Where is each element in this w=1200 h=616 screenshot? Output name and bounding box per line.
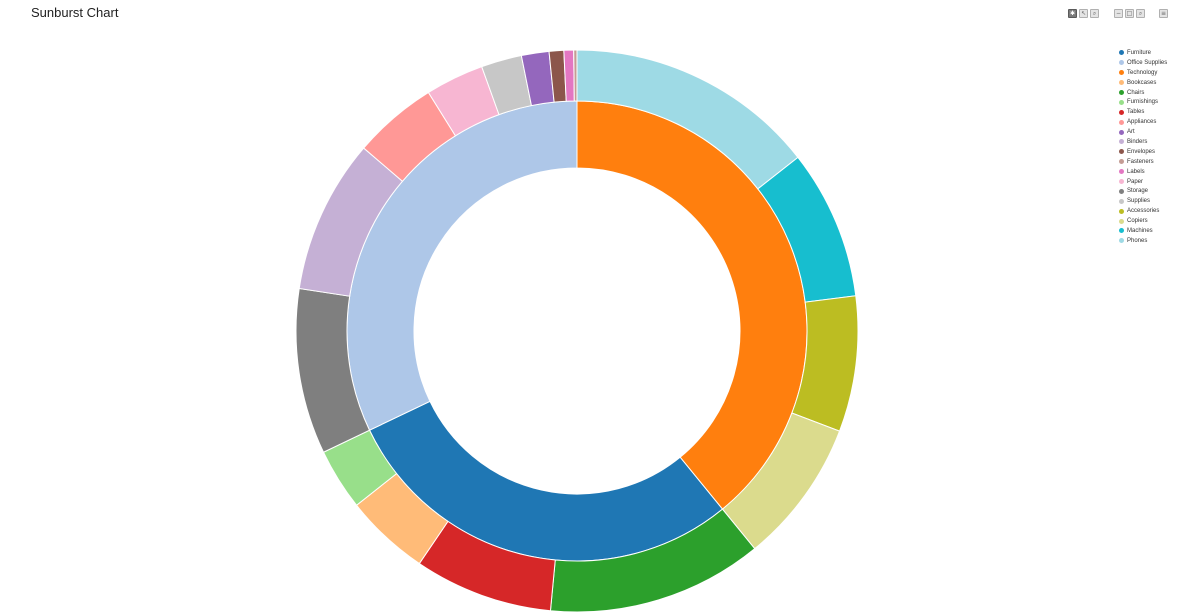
legend-swatch [1119, 129, 1124, 135]
legend-item[interactable]: Envelopes [1119, 147, 1167, 157]
legend-item[interactable]: Phones [1119, 236, 1167, 246]
legend-swatch [1119, 50, 1124, 56]
legend: Furniture Office Supplies Technology Bookca… [1119, 48, 1167, 246]
legend-swatch [1119, 218, 1124, 224]
outer-slice-fasteners[interactable] [573, 49, 578, 102]
legend-item[interactable]: Tables [1119, 107, 1167, 117]
legend-label: Technology [1127, 69, 1158, 76]
legend-item[interactable]: Office Supplies [1119, 58, 1167, 68]
legend-swatch [1119, 208, 1124, 214]
legend-label: Envelopes [1127, 148, 1156, 155]
legend-item[interactable]: Machines [1119, 226, 1167, 236]
legend-label: Tables [1127, 109, 1145, 116]
legend-item[interactable]: Copiers [1119, 216, 1167, 226]
legend-swatch [1119, 179, 1124, 185]
legend-swatch [1119, 149, 1124, 155]
legend-swatch [1119, 169, 1124, 175]
legend-item[interactable]: Supplies [1119, 196, 1167, 206]
legend-swatch [1119, 60, 1124, 66]
legend-item[interactable]: Binders [1119, 137, 1167, 147]
legend-label: Furniture [1127, 49, 1152, 56]
legend-item[interactable]: Paper [1119, 177, 1167, 187]
legend-item[interactable]: Labels [1119, 167, 1167, 177]
legend-label: Copiers [1127, 218, 1148, 225]
legend-item[interactable]: Furniture [1119, 48, 1167, 58]
legend-swatch [1119, 188, 1124, 194]
legend-label: Accessories [1127, 208, 1160, 215]
legend-label: Binders [1127, 138, 1148, 145]
outer-slice-labels[interactable] [563, 49, 575, 102]
star-icon[interactable]: ✱ [1068, 9, 1077, 18]
zoom-icon[interactable]: ⌕ [1090, 9, 1099, 18]
legend-item[interactable]: Furnishings [1119, 97, 1167, 107]
legend-swatch [1119, 80, 1124, 86]
legend-item[interactable]: Appliances [1119, 117, 1167, 127]
chart-title: Sunburst Chart [31, 5, 119, 20]
legend-swatch [1119, 139, 1124, 145]
zoom-out-icon[interactable]: − [1114, 9, 1123, 18]
legend-label: Bookcases [1127, 79, 1157, 86]
legend-item[interactable]: Chairs [1119, 88, 1167, 98]
legend-item[interactable]: Bookcases [1119, 78, 1167, 88]
legend-swatch [1119, 90, 1124, 95]
search-icon[interactable]: ⌕ [1136, 9, 1145, 18]
legend-item[interactable]: Accessories [1119, 206, 1167, 216]
legend-item[interactable]: Technology [1119, 68, 1167, 78]
legend-label: Supplies [1127, 198, 1151, 205]
legend-label: Labels [1127, 168, 1145, 175]
legend-swatch [1119, 70, 1124, 76]
legend-swatch [1119, 238, 1124, 244]
legend-label: Appliances [1127, 119, 1157, 126]
legend-label: Office Supplies [1127, 59, 1168, 66]
legend-label: Paper [1127, 178, 1144, 185]
legend-label: Furnishings [1127, 99, 1159, 106]
legend-label: Chairs [1127, 89, 1145, 96]
legend-item[interactable]: Storage [1119, 186, 1167, 196]
legend-swatch [1119, 228, 1124, 234]
legend-label: Phones [1127, 237, 1148, 244]
legend-label: Machines [1127, 227, 1153, 234]
menu-icon[interactable]: ≡ [1159, 9, 1168, 18]
legend-swatch [1119, 99, 1124, 105]
reset-icon[interactable]: □ [1125, 9, 1134, 18]
legend-label: Art [1127, 129, 1135, 136]
legend-swatch [1119, 109, 1124, 115]
select-icon[interactable]: ↖ [1079, 9, 1088, 18]
legend-label: Fasteners [1127, 158, 1154, 165]
legend-item[interactable]: Art [1119, 127, 1167, 137]
legend-label: Storage [1127, 188, 1149, 195]
legend-swatch [1119, 198, 1124, 204]
legend-swatch [1119, 119, 1124, 125]
legend-swatch [1119, 159, 1124, 165]
legend-item[interactable]: Fasteners [1119, 157, 1167, 167]
